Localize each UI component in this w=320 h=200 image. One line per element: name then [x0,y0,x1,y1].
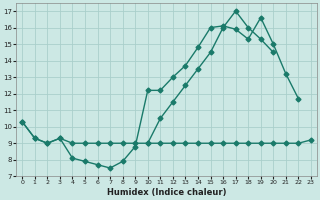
X-axis label: Humidex (Indice chaleur): Humidex (Indice chaleur) [107,188,226,197]
